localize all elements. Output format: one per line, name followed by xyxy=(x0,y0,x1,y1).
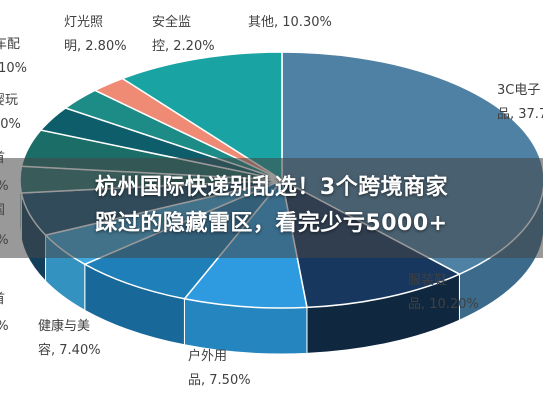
pie-label-10-line-0: 首 xyxy=(0,292,5,307)
pie-label-5-line-1: 品, 37.7 xyxy=(497,107,543,122)
pie-label-3-line-0: 车配 xyxy=(0,36,20,52)
pie-label-1-line-0: 安全监 xyxy=(152,14,191,30)
headline-line-1: 杭州国际快递别乱选！3个跨境商家 xyxy=(94,175,449,200)
pie-label-1-line-1: 控, 2.20% xyxy=(152,39,215,54)
pie-label-12-line-1: 容, 7.40% xyxy=(38,342,101,358)
pie-label-13-line-0: 户外用 xyxy=(188,348,227,364)
pie-label-4-line-1: 60% xyxy=(0,117,21,132)
pie-label-4-line-0: 婴玩 xyxy=(0,93,18,108)
pie-label-13-line-1: 品, 7.50% xyxy=(188,373,251,388)
pie-label-14-line-1: 品, 10.20% xyxy=(408,297,479,312)
pie-label-2-line-0: 灯光照 xyxy=(64,15,103,30)
headline: 杭州国际快递别乱选！3个跨境商家 踩过的隐藏雷区，看完少亏5000+ xyxy=(0,170,543,242)
headline-banner xyxy=(0,158,543,258)
pie-label-12-line-0: 健康与美 xyxy=(38,318,90,334)
pie-label-11-line-0: 0% xyxy=(0,319,9,334)
pie-label-2-line-1: 明, 2.80% xyxy=(64,39,127,54)
pie-slice-11 xyxy=(120,51,283,182)
pie-label-3-line-1: .10% xyxy=(0,61,27,76)
pie-label-14-line-0: 服装鞋 xyxy=(408,272,447,288)
pie-label-5-line-0: 3C电子 xyxy=(497,83,540,98)
headline-line-2: 踩过的隐藏雷区，看完少亏5000+ xyxy=(95,211,448,236)
pie-label-0-line-0: 其他, 10.30% xyxy=(248,15,332,30)
